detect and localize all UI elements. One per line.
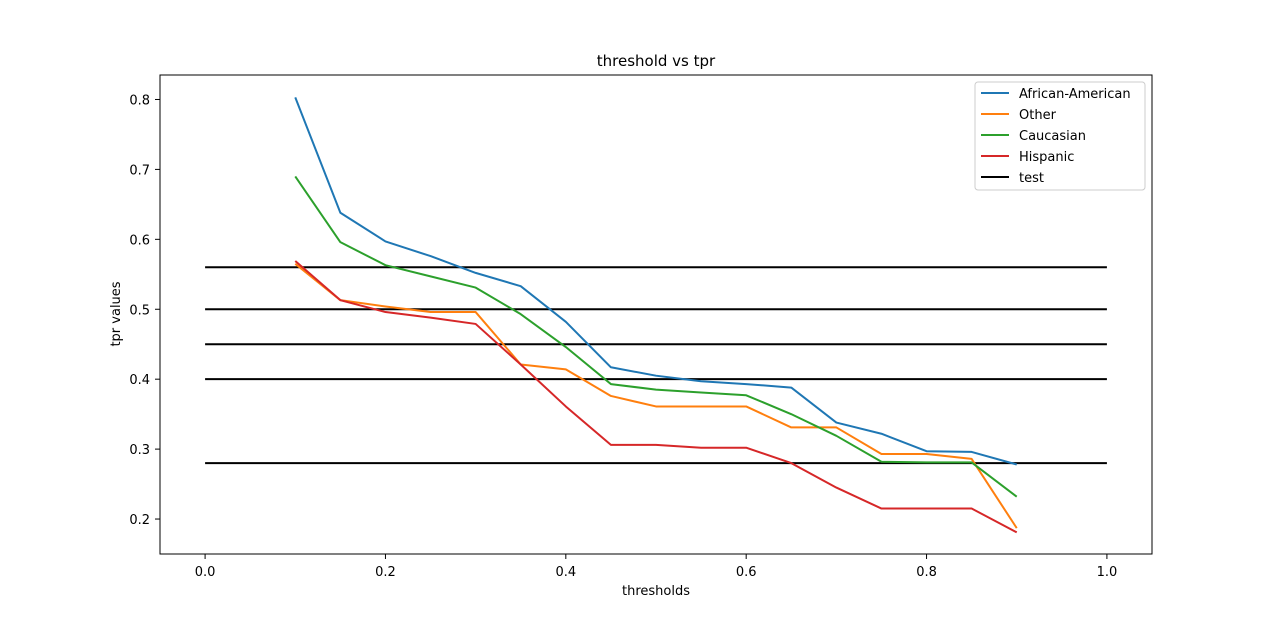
legend-label-hispanic: Hispanic <box>1019 150 1074 165</box>
legend-label-test: test <box>1019 171 1044 186</box>
y-tick-label: 0.5 <box>129 303 150 318</box>
legend-label-african-american: African-American <box>1019 87 1131 102</box>
plot-area-frame <box>159 74 1153 555</box>
legend-label-other: Other <box>1019 108 1057 123</box>
y-tick-label: 0.6 <box>129 233 150 248</box>
x-tick-label: 0.0 <box>195 565 216 580</box>
series-line-african-american <box>294 97 1017 466</box>
x-tick-label: 1.0 <box>1097 565 1118 580</box>
y-tick-label: 0.2 <box>129 513 150 528</box>
x-tick-label: 0.4 <box>555 565 576 580</box>
reference-lines <box>205 266 1107 465</box>
x-axis-label: thresholds <box>622 584 690 599</box>
y-tick-label: 0.7 <box>129 163 150 178</box>
y-tick-label: 0.3 <box>129 443 150 458</box>
x-tick-label: 0.6 <box>736 565 757 580</box>
x-tick-label: 0.8 <box>916 565 937 580</box>
legend-box <box>974 81 1146 191</box>
x-axis-ticks: 0.0 0.2 0.4 0.6 0.8 1.0 <box>195 554 1118 580</box>
chart-title: threshold vs tpr <box>597 52 716 70</box>
y-tick-label: 0.8 <box>129 93 150 108</box>
y-tick-label: 0.4 <box>129 373 150 388</box>
y-axis-ticks: 0.2 0.3 0.4 0.5 0.6 0.7 0.8 <box>129 93 160 528</box>
series-line-other <box>294 263 1018 529</box>
legend: African-American Other Caucasian Hispanic te… <box>974 81 1146 191</box>
legend-label-caucasian: Caucasian <box>1019 129 1086 144</box>
x-tick-label: 0.2 <box>375 565 396 580</box>
series-line-hispanic <box>294 260 1018 534</box>
y-axis-label: tpr values <box>109 281 124 346</box>
series-lines <box>294 97 1018 534</box>
series-line-caucasian <box>294 175 1018 498</box>
